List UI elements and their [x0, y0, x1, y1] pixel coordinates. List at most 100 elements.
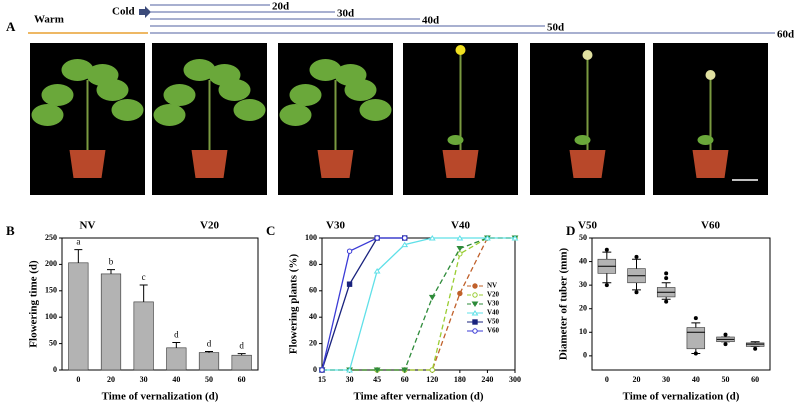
leaf — [697, 135, 714, 145]
legend-label: V30 — [487, 300, 500, 308]
x-tick-label: 180 — [454, 375, 466, 384]
significance-label: d — [239, 341, 244, 351]
outlier — [634, 254, 639, 259]
pot — [317, 150, 354, 178]
point — [484, 235, 491, 241]
box — [745, 342, 765, 347]
legend-marker — [471, 301, 479, 307]
outlier — [664, 299, 669, 304]
leaf — [334, 64, 367, 86]
point — [374, 235, 380, 241]
x-axis-label: Time after vernalization (d) — [353, 391, 483, 403]
y-tick-label: 20 — [579, 304, 587, 313]
photo-label: V30 — [326, 220, 345, 232]
duration-label: 20d — [272, 1, 289, 13]
x-tick-label: 120 — [426, 375, 438, 384]
point — [456, 246, 464, 252]
point — [457, 251, 463, 257]
legend-marker — [472, 292, 478, 298]
series-line — [321, 237, 405, 371]
legend-marker — [472, 283, 478, 289]
legend-label: V40 — [487, 309, 500, 317]
panel-label: D — [566, 223, 575, 238]
leaf — [41, 84, 74, 106]
point — [511, 235, 519, 241]
x-tick-label: 20 — [633, 375, 641, 384]
pot — [191, 150, 228, 178]
photo-label: V60 — [701, 220, 720, 232]
error-bar — [172, 342, 181, 348]
x-tick-label: 15 — [318, 375, 326, 384]
x-tick-label: 60 — [401, 375, 409, 384]
point — [373, 367, 381, 373]
y-axis-label: Flowering time (d) — [28, 260, 40, 348]
point — [401, 367, 409, 373]
photo-art — [30, 43, 768, 195]
bar — [231, 354, 252, 371]
x-tick-label: 30 — [662, 375, 670, 384]
legend-label: NV — [487, 282, 497, 290]
y-axis-label: Diameter of tuber (mm) — [558, 248, 570, 361]
x-tick-label: 40 — [692, 375, 700, 384]
leaf — [61, 59, 94, 81]
y-axis-label: Flowering plants (%) — [288, 254, 300, 355]
significance-label: d — [174, 330, 179, 340]
photo-label: V40 — [451, 220, 470, 232]
x-axis-label: Time of vernalization (d) — [623, 391, 740, 403]
significance-label: d — [207, 339, 212, 349]
point — [319, 367, 325, 373]
photo-label: NV — [80, 220, 96, 232]
leaf — [289, 84, 322, 106]
error-bar — [107, 269, 115, 274]
bar — [100, 273, 122, 371]
box — [686, 327, 706, 350]
leaf — [183, 59, 216, 81]
leaf — [309, 59, 342, 81]
duration-label: 30d — [337, 8, 354, 20]
y-tick-label: 250 — [45, 233, 57, 242]
legend-label: V60 — [487, 327, 500, 335]
pot — [569, 150, 606, 178]
point — [402, 235, 408, 241]
x-tick-label: 50 — [205, 375, 213, 384]
series-line — [322, 237, 515, 371]
legend-label: V50 — [487, 318, 500, 326]
bar — [133, 301, 154, 371]
y-tick-label: 60 — [309, 286, 317, 295]
pot — [692, 150, 729, 178]
x-tick-label: 300 — [509, 375, 521, 384]
point — [456, 235, 464, 241]
leaf — [111, 99, 144, 121]
outlier — [693, 316, 698, 321]
y-tick-label: 150 — [45, 286, 57, 295]
point — [346, 367, 353, 373]
error-bar — [74, 249, 83, 263]
pot — [442, 150, 479, 178]
flower — [455, 45, 466, 55]
pot — [69, 150, 106, 178]
x-tick-label: 240 — [481, 375, 493, 384]
x-tick-label: 0 — [605, 375, 609, 384]
panel-label: A — [6, 19, 16, 34]
y-tick-label: 0 — [583, 351, 587, 360]
point — [429, 367, 435, 373]
y-tick-label: 50 — [49, 338, 57, 347]
x-tick-label: 45 — [373, 375, 381, 384]
point — [346, 248, 353, 254]
leaf — [279, 104, 312, 126]
legend-marker — [472, 319, 478, 325]
x-tick-label: 60 — [751, 375, 759, 384]
y-tick-label: 200 — [45, 259, 57, 268]
legend-marker — [471, 310, 479, 316]
duration-label: 60d — [777, 29, 794, 41]
y-tick-label: 80 — [309, 259, 317, 268]
outlier — [723, 342, 728, 347]
photo-label: V50 — [578, 220, 597, 232]
legend-marker — [472, 328, 478, 334]
flower — [582, 50, 593, 60]
point — [428, 294, 436, 301]
outlier — [723, 332, 728, 337]
outlier — [604, 247, 609, 252]
duration-label: 50d — [547, 22, 564, 34]
